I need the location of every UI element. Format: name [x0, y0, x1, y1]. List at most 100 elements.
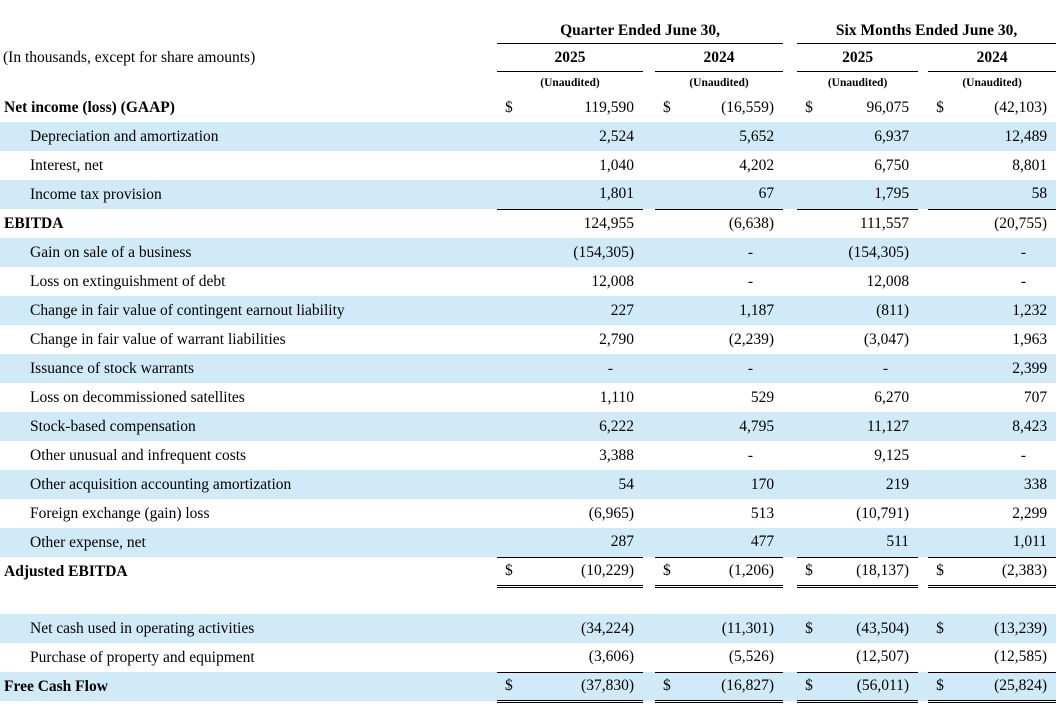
column-gap	[918, 614, 929, 643]
value-cell: 6,750	[874, 156, 910, 174]
column-gap	[783, 151, 797, 180]
row-label: Net cash used in operating activities	[0, 614, 497, 643]
value-cell: (5,526)	[685, 643, 784, 673]
value-cell	[527, 586, 643, 614]
value-cell: 12,008	[591, 272, 634, 290]
column-gap	[783, 238, 798, 267]
table-row: Free Cash Flow $ (37,830) $ (16,827) $ (56,011…	[0, 672, 1056, 703]
empty-cell	[0, 72, 497, 94]
column-gap	[643, 44, 655, 72]
column-gap	[918, 296, 929, 325]
dollar-sign-cell	[928, 296, 959, 325]
row-label: Other expense, net	[0, 528, 497, 557]
dollar-sign-cell: $	[928, 557, 959, 588]
dollar-sign-cell	[928, 180, 959, 210]
dollar-sign-cell	[797, 586, 827, 614]
column-gap	[783, 325, 797, 354]
column-gap	[783, 209, 797, 238]
unaudited-label: (Unaudited)	[827, 76, 888, 89]
dollar-sign-cell	[928, 412, 959, 441]
corner-cell	[0, 18, 497, 44]
table-row: Other expense, net 287 477 511 1,011	[0, 528, 1056, 558]
dollar-sign-cell	[655, 412, 685, 441]
column-gap	[643, 180, 655, 209]
row-label: Other acquisition accounting amortizatio…	[0, 470, 497, 499]
value-cell: (34,224)	[527, 614, 643, 643]
dollar-sign-cell: $	[497, 672, 527, 703]
dollar-sign-cell	[797, 325, 827, 354]
value-cell: -	[958, 238, 1056, 267]
value-cell: 8,423	[958, 412, 1056, 441]
row-label: Income tax provision	[0, 180, 497, 209]
dollar-sign-cell	[497, 586, 527, 614]
dollar-sign-cell: $	[797, 672, 828, 703]
dollar-sign-cell	[497, 151, 527, 180]
value-cell: 3,388	[599, 446, 634, 464]
dollar-sign-cell	[497, 296, 527, 325]
value-cell: (1,206)	[685, 557, 784, 588]
dollar-sign-cell	[797, 122, 828, 151]
value-cell: 227	[527, 296, 643, 325]
table-row: Foreign exchange (gain) loss (6,965) 513 (1…	[0, 499, 1056, 528]
value-cell: (18,137)	[827, 557, 919, 588]
column-gap	[918, 586, 928, 614]
column-gap	[643, 93, 655, 122]
value-cell: -	[685, 238, 784, 267]
row-label: Depreciation and amortization	[0, 122, 497, 151]
value-cell: 1,963	[1012, 330, 1048, 348]
dollar-sign-cell: $	[936, 98, 944, 116]
dollar-sign-cell	[497, 412, 527, 441]
table-row: Issuance of stock warrants - - - 2,399	[0, 354, 1056, 383]
column-gap	[918, 470, 929, 499]
dollar-sign-cell	[655, 643, 685, 673]
dollar-sign-cell	[655, 267, 685, 296]
dollar-sign-cell	[928, 643, 959, 673]
value-cell	[958, 586, 1056, 614]
column-gap	[783, 383, 797, 412]
column-gap	[643, 586, 655, 614]
dollar-sign-cell	[655, 614, 685, 643]
dollar-sign-cell	[797, 180, 828, 210]
column-gap	[643, 441, 655, 470]
period-header-six-months: Six Months Ended June 30,	[797, 18, 1056, 44]
value-cell	[685, 586, 783, 614]
column-gap	[918, 441, 928, 470]
row-label: Change in fair value of contingent earno…	[0, 296, 497, 325]
table-row: Change in fair value of contingent earno…	[0, 296, 1056, 325]
value-cell: -	[527, 354, 643, 383]
column-gap	[643, 122, 655, 151]
column-gap	[643, 296, 655, 325]
value-cell: 1,011	[958, 528, 1056, 558]
table-row: Loss on decommissioned satellites 1,110 52…	[0, 383, 1056, 412]
table-row: Net income (loss) (GAAP) $119,590 $ (16,559…	[0, 93, 1056, 122]
dollar-sign-cell	[797, 209, 827, 238]
value-cell: -	[827, 354, 919, 383]
column-gap	[783, 557, 797, 586]
dollar-sign-cell	[497, 528, 527, 558]
column-gap	[643, 267, 655, 296]
dollar-sign-cell	[497, 180, 527, 210]
dollar-sign-cell: $	[655, 672, 685, 703]
dollar-sign-cell: $	[497, 557, 527, 588]
dollar-sign-cell: $	[805, 98, 813, 116]
dollar-sign-cell	[497, 122, 527, 151]
value-cell: (811)	[827, 296, 919, 325]
value-cell	[827, 586, 918, 614]
dollar-sign-cell	[797, 499, 827, 528]
column-gap	[783, 354, 798, 383]
value-cell: 707	[1023, 388, 1048, 406]
value-cell: 111,557	[859, 214, 910, 232]
value-cell: -	[1020, 446, 1027, 464]
row-label: Interest, net	[30, 156, 104, 174]
dollar-sign-cell	[655, 499, 685, 528]
value-cell: 119,590	[584, 98, 634, 116]
value-cell: 6,222	[527, 412, 643, 441]
value-cell: (154,305)	[527, 238, 643, 267]
value-cell: (6,965)	[588, 504, 634, 522]
column-gap	[643, 354, 655, 383]
dollar-sign-cell	[797, 470, 828, 499]
year-header-q-2024: 2024	[655, 43, 784, 72]
dollar-sign-cell	[655, 441, 685, 470]
dollar-sign-cell	[497, 267, 527, 296]
dollar-sign-cell	[655, 383, 685, 412]
